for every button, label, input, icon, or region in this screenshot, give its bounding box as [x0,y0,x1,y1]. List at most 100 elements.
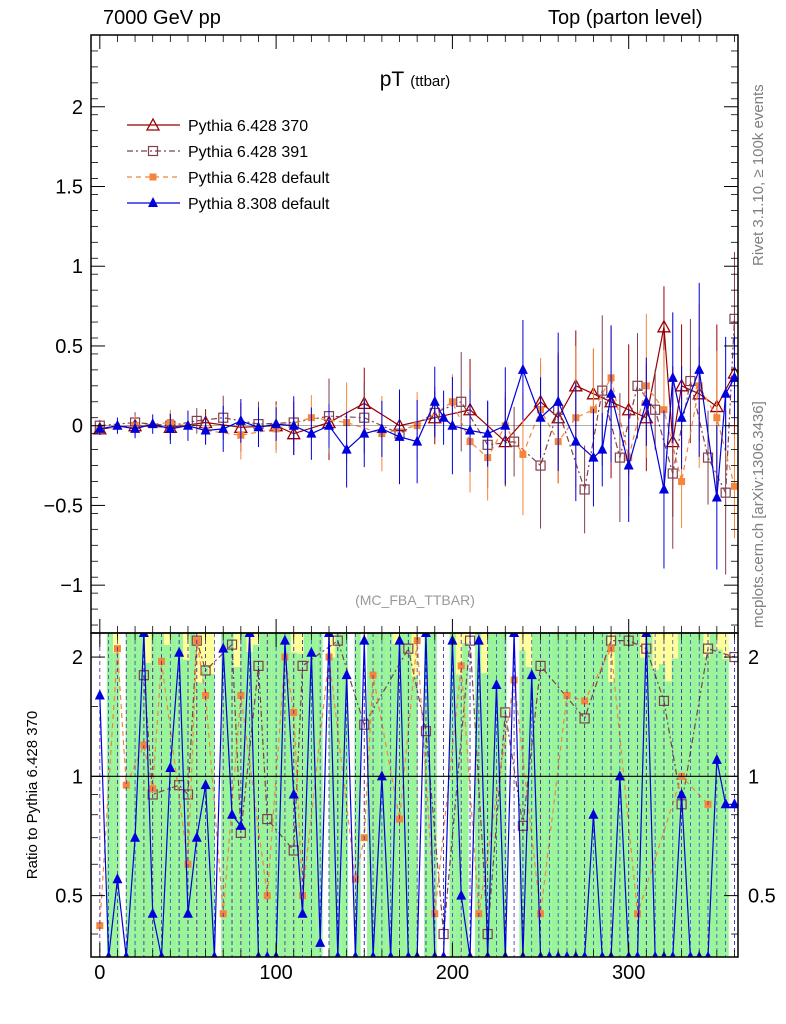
data-point [650,404,661,415]
ratio-point [581,951,588,957]
ratio-point [352,951,359,957]
y-tick-label: −1 [60,575,83,597]
band-bin-inner [462,643,469,957]
band-bin-inner [411,676,418,957]
ratio-point [614,770,625,781]
band-bin-inner [659,664,666,957]
ratio-point [279,634,290,645]
ratio-y-tick-label: 0.5 [55,886,83,908]
data-point [720,387,731,398]
ratio-point [244,633,255,637]
legend-marker [145,117,161,131]
ratio-y-tick-label: 2 [72,647,83,669]
band-bin [576,633,583,957]
band-bin-inner [233,667,241,957]
ratio-point [123,951,130,957]
ratio-point [370,951,377,957]
band-bin [278,633,285,957]
ratio-point [440,951,447,957]
data-point [165,422,176,433]
ratio-y-axis-label: Ratio to Pythia 6.428 370 [24,711,41,879]
data-point [482,427,493,438]
band-bin [125,633,133,957]
band-bin [589,633,596,957]
band-bin-inner [639,657,647,957]
data-point [570,435,581,446]
ratio-y-tick-label-right: 0.5 [748,886,776,908]
ratio-point [457,662,465,670]
band-bin [265,633,272,957]
chart-title: pT (ttbar) [380,68,451,91]
data-point [588,451,599,462]
ratio-point [720,798,731,809]
band-gap [443,633,450,957]
energy-label: 7000 GeV pp [103,7,221,29]
ratio-point [96,922,104,930]
data-point [200,424,211,435]
data-point [579,484,590,495]
ratio-point [140,741,148,749]
y-tick-label: 1 [72,256,83,278]
legend-label: Pythia 6.428 391 [188,144,308,161]
band-bin [582,633,590,957]
band-bin [697,633,704,957]
band-bin-inner [608,681,615,957]
data-point [694,363,705,374]
ratio-point [676,788,687,799]
ratio-point [227,808,238,819]
band-gap [322,633,329,957]
band-bin [474,633,482,957]
band-bin [424,633,431,957]
band-bin [538,633,545,957]
data-point [676,411,687,422]
ratio-point [200,779,211,790]
legend-marker [147,145,159,157]
band-bin [151,633,158,957]
ratio-point [563,951,570,957]
ratio-point [94,689,105,700]
series-line [99,318,736,495]
band-bin [367,633,374,957]
ratio-point [729,798,738,809]
band-bin-inner [113,652,120,957]
analysis-watermark: (MC_FBA_TTBAR) [355,592,475,608]
band-bin-inner [665,681,672,957]
ratio-point [264,951,271,957]
data-point [729,371,738,382]
band-bin [176,633,184,957]
ratio-point [711,753,722,764]
ratio-point [191,831,202,842]
band-bin [138,633,145,957]
band-bin [386,633,393,957]
y-tick-label: −0.5 [44,495,83,517]
ratio-point [158,951,165,957]
band-bin [557,633,564,957]
band-bin-inner [252,644,260,957]
band-gap [214,633,222,957]
ratio-point [218,642,229,653]
data-point [509,436,520,447]
band-bin [494,633,501,957]
band-gap [348,633,355,957]
band-bin [221,633,228,957]
data-point [456,396,467,407]
x-tick-label: 200 [436,962,469,984]
ratio-point [563,691,571,699]
ratio-point [405,951,412,957]
data-point [376,422,387,433]
band-bin-inner [652,670,660,957]
data-point [658,483,669,494]
ratio-point [652,951,659,957]
ratio-point [387,951,394,957]
ratio-point [211,951,218,957]
band-gap [728,633,736,957]
band-bin [601,633,609,957]
band-bin [500,633,507,957]
ratio-point [147,907,158,918]
data-point [656,319,672,333]
ratio-point [202,691,210,699]
data-point [394,430,405,441]
ratio-point [634,951,641,957]
band-bin [690,633,698,957]
